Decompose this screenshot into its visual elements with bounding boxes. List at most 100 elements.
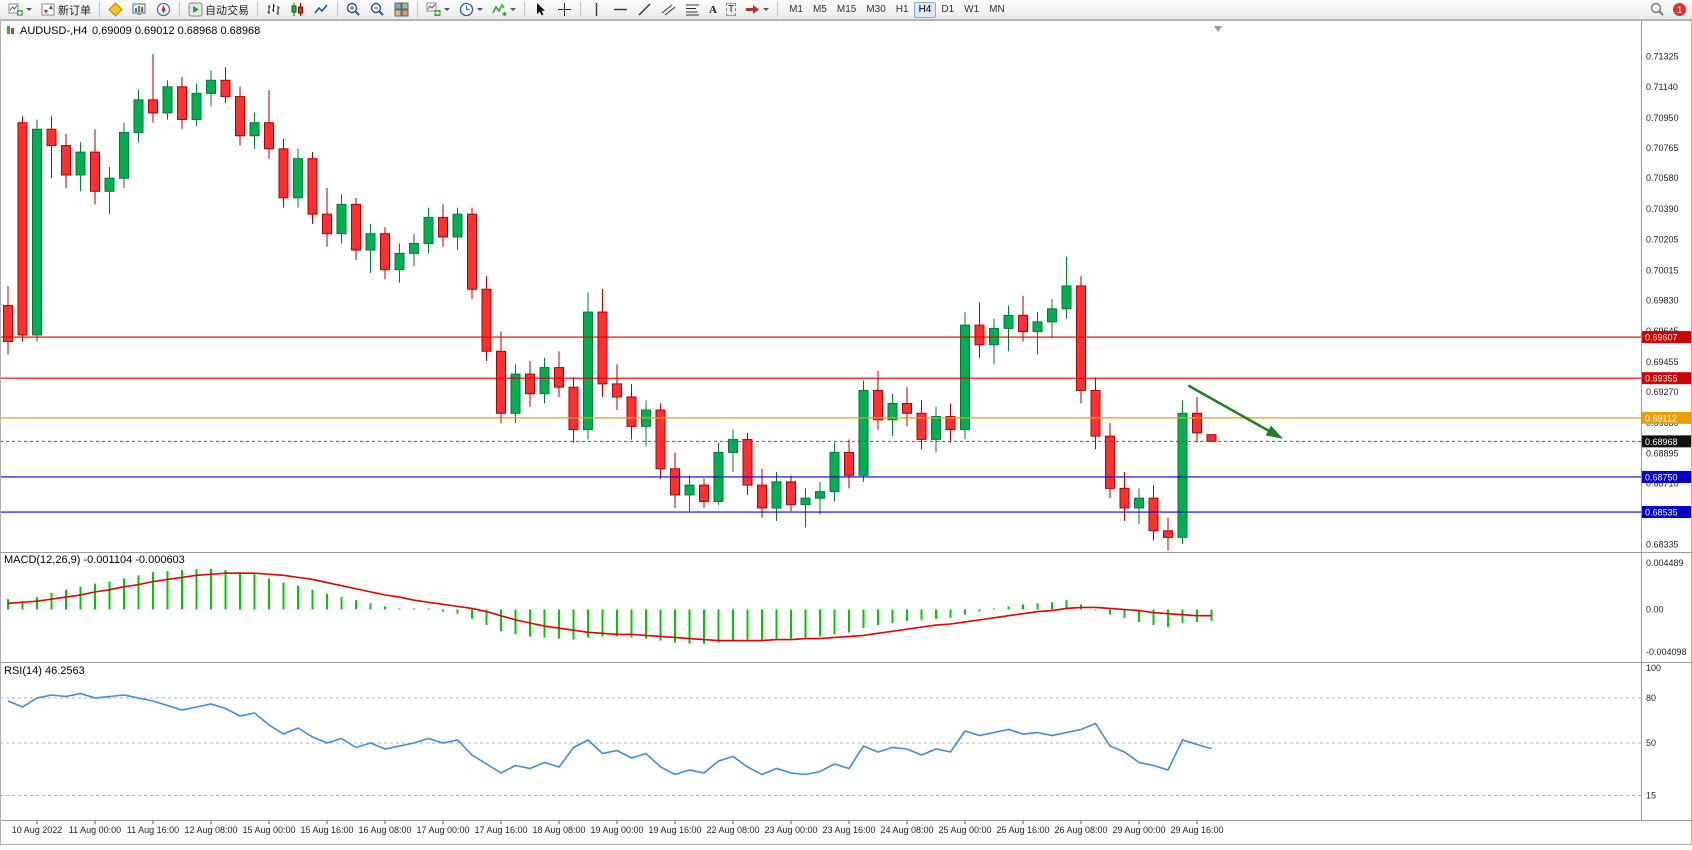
label-tool-glyph: T bbox=[725, 3, 737, 16]
indicators-button[interactable] bbox=[488, 0, 520, 20]
price-tick-label: 0.71325 bbox=[1646, 52, 1679, 62]
candle-body bbox=[278, 148, 289, 199]
new-window-button[interactable] bbox=[422, 0, 454, 20]
time-label: 18 Aug 08:00 bbox=[532, 825, 585, 835]
timeframe-m1[interactable]: M1 bbox=[789, 3, 803, 15]
price-tag bbox=[1642, 470, 1691, 483]
timeframe-h4[interactable]: H4 bbox=[913, 1, 937, 18]
timeframe-h1[interactable]: H1 bbox=[895, 3, 909, 15]
chart-symbol-icon bbox=[7, 26, 10, 34]
zoom-out-button[interactable] bbox=[366, 0, 389, 20]
timeframe-w1[interactable]: W1 bbox=[964, 3, 980, 15]
macd-axis-label: 0.00 bbox=[1646, 605, 1664, 615]
candle-body bbox=[757, 484, 767, 509]
navigator-button[interactable] bbox=[152, 0, 175, 20]
time-label: 29 Aug 00:00 bbox=[1112, 825, 1165, 835]
chart-canvas[interactable]: 0.71325 0.71140 0.70950 0.70765 0.70580 0.703… bbox=[0, 20, 1692, 845]
candlestick-chart-button[interactable] bbox=[286, 0, 309, 20]
candle-body bbox=[771, 481, 782, 509]
label-tool-button[interactable]: T bbox=[722, 0, 740, 20]
crosshair-button[interactable] bbox=[553, 0, 576, 20]
indicators-icon bbox=[492, 3, 507, 16]
candle-body bbox=[945, 416, 956, 431]
clock-icon bbox=[459, 2, 474, 17]
candle-body bbox=[17, 122, 28, 336]
equidistant-channel-button[interactable] bbox=[657, 0, 680, 20]
candle-body bbox=[931, 416, 941, 440]
timeframe-group: M1 M5 M15 M30 H1 H4 D1 W1 MN bbox=[784, 1, 1010, 18]
arrows-tool-button[interactable] bbox=[741, 0, 773, 20]
time-label: 11 Aug 16:00 bbox=[127, 825, 179, 835]
candle-body bbox=[815, 491, 825, 499]
candle-body bbox=[1090, 389, 1101, 437]
price-tick-label: 0.70950 bbox=[1646, 113, 1679, 123]
text-tool-button[interactable]: A bbox=[705, 0, 721, 20]
chevron-down-icon bbox=[444, 8, 450, 11]
price-tag-label: 0.68750 bbox=[1645, 472, 1678, 482]
candle-body bbox=[162, 86, 173, 114]
line-chart-icon bbox=[314, 4, 328, 14]
price-tick-label: 0.69455 bbox=[1646, 357, 1679, 367]
candle-body bbox=[1018, 314, 1028, 333]
time-label: 25 Aug 00:00 bbox=[938, 825, 991, 835]
candle-body bbox=[800, 497, 811, 506]
price-tag-label: 0.69112 bbox=[1645, 413, 1677, 423]
price-tags-layer: 0.69607 0.69355 0.69112 0.68968 0.68750 0.685… bbox=[1642, 331, 1691, 519]
candle-body bbox=[554, 367, 564, 388]
candle-body bbox=[235, 96, 245, 137]
time-label: 23 Aug 00:00 bbox=[764, 825, 817, 835]
time-label: 24 Aug 08:00 bbox=[880, 825, 933, 835]
metaeditor-button[interactable] bbox=[104, 0, 127, 20]
fibonacci-button[interactable] bbox=[681, 0, 704, 20]
horizontal-line-button[interactable] bbox=[609, 0, 632, 20]
trendline-button[interactable] bbox=[633, 0, 656, 20]
candle-body bbox=[409, 243, 419, 254]
chart-shift-marker[interactable] bbox=[1214, 26, 1222, 32]
time-label: 29 Aug 16:00 bbox=[1170, 825, 1223, 835]
timeframe-m15[interactable]: M15 bbox=[836, 3, 857, 15]
toolbar-separator bbox=[580, 2, 581, 17]
bar-chart-button[interactable] bbox=[262, 0, 285, 20]
vertical-line-button[interactable] bbox=[585, 0, 608, 20]
candle-body bbox=[684, 484, 695, 496]
candle-body bbox=[1003, 314, 1014, 329]
zoom-in-icon bbox=[346, 2, 360, 16]
price-tag bbox=[1642, 411, 1691, 424]
price-tick-label: 0.70390 bbox=[1646, 204, 1679, 214]
candle-body bbox=[264, 122, 274, 150]
chart-header: AUDUSD-,H4 0.69009 0.69012 0.68968 0.689… bbox=[7, 25, 1222, 37]
chart-ohlc-values: 0.69009 0.69012 0.68968 0.68968 bbox=[92, 25, 260, 37]
candle-body bbox=[583, 311, 593, 431]
candle-body bbox=[351, 203, 361, 251]
levels-layer bbox=[0, 336, 1641, 513]
candle-body bbox=[1206, 434, 1217, 442]
zoom-in-button[interactable] bbox=[342, 0, 365, 20]
notification-badge[interactable]: 1 bbox=[1673, 3, 1686, 16]
trendline-icon bbox=[638, 3, 651, 16]
candle-body bbox=[423, 216, 434, 245]
market-watch-button[interactable] bbox=[128, 0, 151, 20]
chart-plot-area[interactable] bbox=[0, 22, 1641, 552]
vertical-line-icon bbox=[595, 3, 598, 16]
search-button[interactable] bbox=[1646, 0, 1669, 20]
new-chart-button[interactable] bbox=[4, 0, 36, 20]
timeframe-mn[interactable]: MN bbox=[989, 3, 1005, 15]
price-tick-label: 0.68710 bbox=[1646, 478, 1679, 488]
candle-body bbox=[177, 86, 187, 120]
rsi-axis-label: 50 bbox=[1646, 738, 1656, 748]
clock-button[interactable] bbox=[455, 0, 487, 20]
price-tick-label: 0.68335 bbox=[1646, 540, 1679, 550]
time-label: 15 Aug 16:00 bbox=[300, 825, 353, 835]
timeframe-m5[interactable]: M5 bbox=[812, 3, 827, 15]
line-chart-button[interactable] bbox=[310, 0, 333, 20]
timeframe-m30[interactable]: M30 bbox=[866, 3, 886, 15]
candle-body bbox=[307, 158, 318, 215]
autotrading-button[interactable]: 自动交易 bbox=[184, 0, 253, 20]
new-order-button[interactable]: 新订单 bbox=[37, 0, 95, 20]
candle-body bbox=[539, 367, 550, 395]
timeframe-d1[interactable]: D1 bbox=[941, 3, 955, 15]
new-window-icon bbox=[426, 2, 441, 16]
tile-windows-button[interactable] bbox=[390, 0, 413, 20]
cursor-button[interactable] bbox=[529, 0, 552, 20]
horizontal-line-icon bbox=[614, 8, 627, 11]
